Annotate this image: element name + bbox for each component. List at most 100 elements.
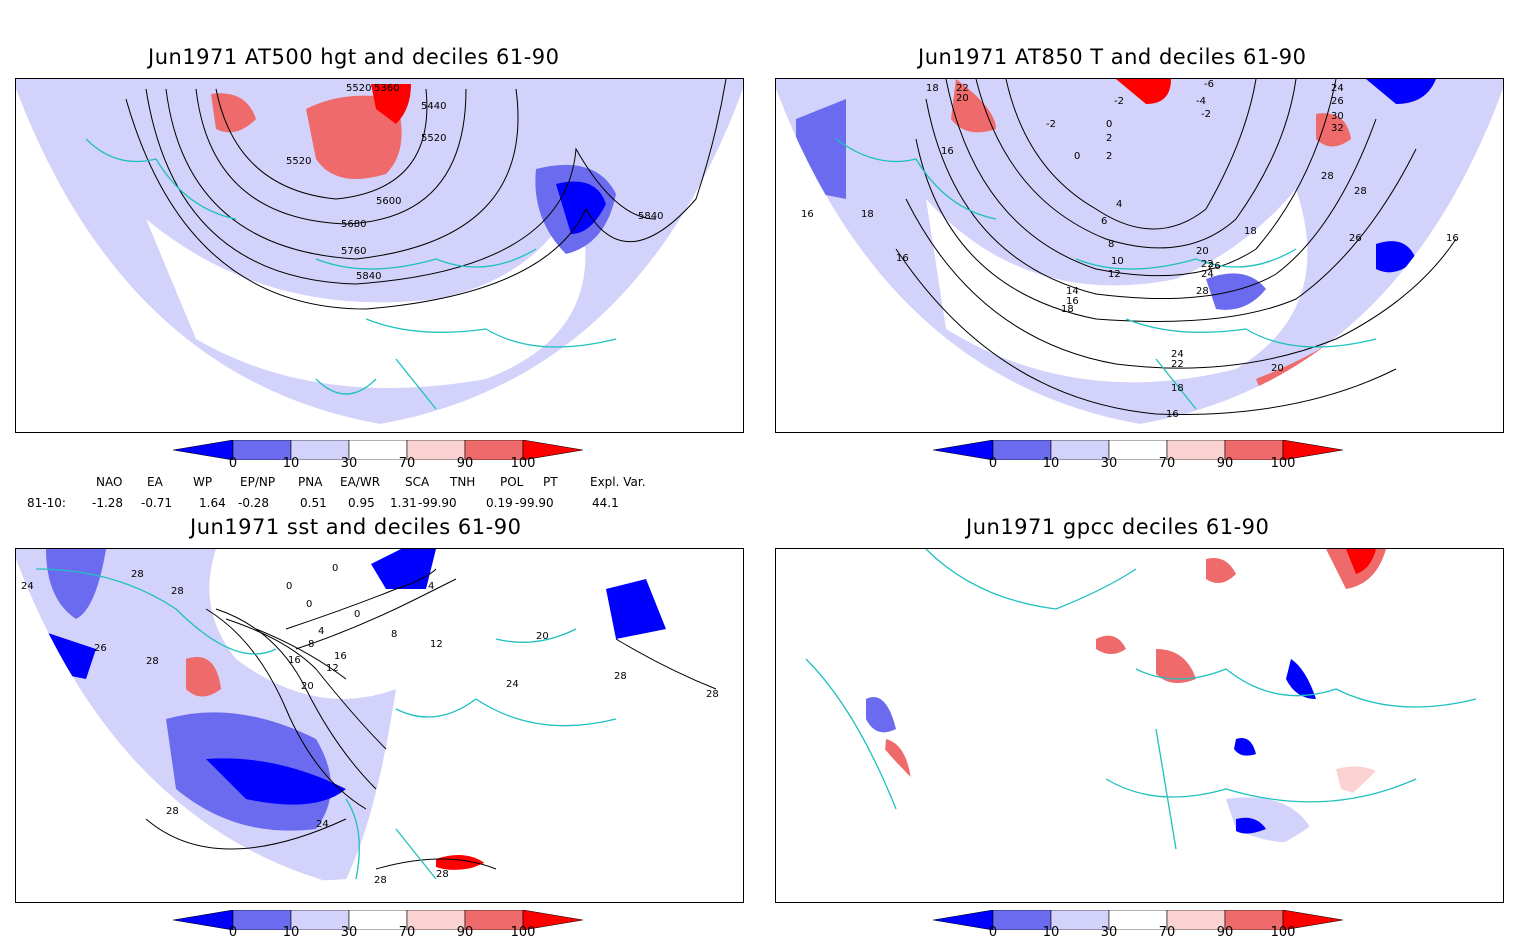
contour-label: 0 bbox=[286, 581, 292, 592]
contour-label: 10 bbox=[1111, 256, 1124, 267]
deciles-10-shade bbox=[1206, 273, 1266, 310]
contour-label: 20 bbox=[1196, 246, 1209, 257]
contour-label: 32 bbox=[1331, 123, 1344, 134]
contour-label: -2 bbox=[1201, 109, 1211, 120]
coastlines bbox=[835, 138, 1377, 410]
contour-label: 18 bbox=[861, 209, 874, 220]
index-header: WP bbox=[193, 475, 213, 489]
deciles-0-shade bbox=[371, 549, 436, 589]
colorbar-segment bbox=[933, 910, 994, 930]
contour-label: 28 bbox=[146, 656, 159, 667]
contour-label: 18 bbox=[926, 83, 939, 94]
panel-title-gpcc: Jun1971 gpcc deciles 61-90 bbox=[966, 515, 1270, 539]
temperature-contours bbox=[895, 79, 1457, 415]
colorbar-bottom-right bbox=[933, 910, 1344, 930]
contour-label: 16 bbox=[801, 209, 814, 220]
index-value: -0.71 bbox=[141, 496, 173, 510]
contour-label: 30 bbox=[1331, 111, 1344, 122]
contour-label: 22 bbox=[1201, 259, 1214, 270]
contour-label: 26 bbox=[94, 643, 107, 654]
colorbar-segment bbox=[522, 440, 584, 460]
deciles-90-shade bbox=[211, 93, 256, 133]
index-value: -0.28 bbox=[238, 496, 270, 510]
colorbar-tick: 90 bbox=[1216, 925, 1234, 940]
colorbar-segment bbox=[173, 440, 234, 460]
contour-label: 0 bbox=[306, 599, 312, 610]
contour-label: 4 bbox=[1116, 199, 1122, 210]
contour-label: 28 bbox=[706, 689, 719, 700]
index-header: PNA bbox=[298, 475, 323, 489]
index-value: 0.51 bbox=[300, 496, 327, 510]
colorbar-segment bbox=[522, 910, 584, 930]
colorbar-tick: 30 bbox=[340, 456, 358, 471]
index-header: NAO bbox=[96, 475, 123, 489]
index-value: -99.90 bbox=[515, 496, 554, 510]
contour-label: 8 bbox=[391, 629, 397, 640]
deciles-30-shade bbox=[776, 79, 1503, 424]
panel-title-t850: Jun1971 AT850 T and deciles 61-90 bbox=[918, 45, 1307, 69]
contour-label: 5840 bbox=[356, 271, 381, 282]
contour-label: 26 bbox=[1349, 233, 1362, 244]
contour-label: 5520 bbox=[286, 156, 311, 167]
contour-label: 24 bbox=[21, 581, 34, 592]
contour-label: -4 bbox=[1196, 96, 1206, 107]
colorbar-tick: 70 bbox=[1158, 456, 1176, 471]
contour-label: 28 bbox=[1321, 171, 1334, 182]
index-header: SCA bbox=[405, 475, 430, 489]
contour-label: 22 bbox=[956, 83, 969, 94]
colorbar-segment bbox=[173, 910, 234, 930]
contour-label: 28 bbox=[171, 586, 184, 597]
contour-label: 20 bbox=[956, 93, 969, 104]
colorbar-bottom-left bbox=[173, 910, 584, 930]
colorbar-tick: 90 bbox=[456, 456, 474, 471]
contour-label: 5600 bbox=[376, 196, 401, 207]
contour-label: 16 bbox=[896, 253, 909, 264]
colorbar-top-right bbox=[933, 440, 1344, 460]
contour-label: 2 bbox=[1106, 151, 1112, 162]
contour-label: 28 bbox=[614, 671, 627, 682]
contour-label: 24 bbox=[506, 679, 519, 690]
contour-label: 18 bbox=[1061, 304, 1074, 315]
colorbar-tick: 100 bbox=[1270, 456, 1296, 471]
index-header: TNH bbox=[450, 475, 476, 489]
deciles-10-shade bbox=[46, 549, 106, 619]
map-gpcc bbox=[776, 549, 1503, 902]
contour-label: -6 bbox=[1204, 79, 1214, 90]
outside-hemisphere bbox=[16, 89, 743, 432]
contour-label: 28 bbox=[166, 806, 179, 817]
contour-label: 16 bbox=[1066, 296, 1079, 307]
contour-label: 16 bbox=[941, 146, 954, 157]
map-panel-hgt500: 5360 5520 5440 5520 5520 5600 5680 5760 … bbox=[15, 78, 744, 433]
deciles-neutral-shade bbox=[926, 189, 1308, 383]
deciles-100-shade bbox=[371, 84, 411, 124]
contour-label: 5840 bbox=[638, 211, 663, 222]
colorbar-tick: 70 bbox=[1158, 925, 1176, 940]
sst-contours bbox=[145, 568, 717, 870]
contour-label: 5760 bbox=[341, 246, 366, 257]
contour-label: 16 bbox=[1166, 409, 1179, 420]
deciles-neutral-shade bbox=[146, 199, 586, 388]
colorbar-tick: 70 bbox=[398, 456, 416, 471]
index-row-label: 81-10: bbox=[27, 496, 66, 510]
contour-label: 16 bbox=[334, 651, 347, 662]
contour-label: 18 bbox=[1244, 226, 1257, 237]
coastlines bbox=[805, 549, 1477, 850]
index-header: EA/WR bbox=[340, 475, 381, 489]
colorbar-tick: 100 bbox=[1270, 925, 1296, 940]
colorbar-tick: 0 bbox=[988, 456, 998, 471]
contour-label: 24 bbox=[1201, 269, 1214, 280]
contour-label: 4 bbox=[428, 581, 434, 592]
contour-label: 18 bbox=[1171, 383, 1184, 394]
deciles-0-shade bbox=[1366, 79, 1436, 104]
contour-label: 5520 bbox=[346, 83, 371, 94]
colorbar-tick: 100 bbox=[510, 456, 536, 471]
index-value: 44.1 bbox=[592, 496, 619, 510]
contour-label: 20 bbox=[301, 681, 314, 692]
contour-label: 24 bbox=[1171, 349, 1184, 360]
deciles-0-shade bbox=[206, 758, 346, 805]
coastlines bbox=[85, 138, 617, 410]
index-header: PT bbox=[543, 475, 558, 489]
outside-hemisphere bbox=[16, 559, 743, 902]
deciles-0-shade bbox=[1376, 241, 1416, 273]
contour-label: 0 bbox=[332, 563, 338, 574]
